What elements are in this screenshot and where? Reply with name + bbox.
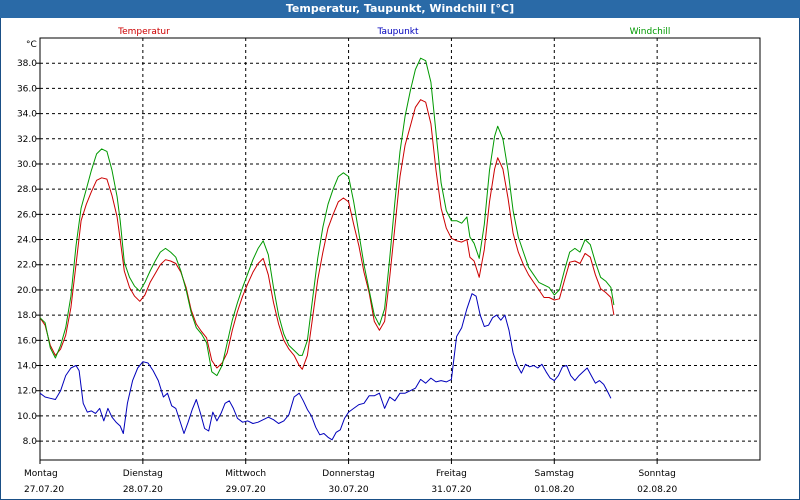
- legend-windchill: Windchill: [630, 27, 671, 37]
- x-tick-day: Freitag: [436, 469, 467, 479]
- x-tick-date: 29.07.20: [226, 485, 266, 495]
- x-tick-day: Donnerstag: [322, 469, 375, 479]
- y-tick-label: 16.0: [17, 336, 37, 346]
- legend-temperatur: Temperatur: [117, 27, 170, 37]
- y-tick-label: 14.0: [17, 362, 37, 372]
- series-line-temperatur: [39, 99, 615, 370]
- x-grid: [39, 38, 658, 464]
- y-tick-labels: 8.0 10.0 12.0 14.0 16.0 18.0 20.0 22.0 24.0 26.0 2…: [17, 59, 37, 447]
- y-tick-label: 18.0: [17, 311, 37, 321]
- x-tick-day: Mittwoch: [225, 469, 266, 479]
- series-line-taupunkt: [39, 293, 612, 441]
- y-tick-label: 30.0: [17, 160, 37, 170]
- y-axis-label: °C: [26, 40, 37, 50]
- x-tick-date: 27.07.20: [24, 485, 64, 495]
- y-tick-label: 34.0: [17, 110, 37, 120]
- y-tick-label: 22.0: [17, 261, 37, 271]
- y-tick-label: 10.0: [17, 412, 37, 422]
- x-tick-day: Sonntag: [638, 469, 675, 479]
- y-tick-label: 12.0: [17, 387, 37, 397]
- x-tick-day: Samstag: [535, 469, 574, 479]
- y-tick-label: 26.0: [17, 210, 37, 220]
- y-tick-label: 20.0: [17, 286, 37, 296]
- y-grid: [36, 62, 760, 442]
- y-tick-label: 28.0: [17, 185, 37, 195]
- y-tick-label: 36.0: [17, 84, 37, 94]
- x-tick-date: 31.07.20: [431, 485, 471, 495]
- series-lines: [39, 57, 615, 441]
- y-tick-label: 8.0: [23, 437, 38, 447]
- y-tick-label: 32.0: [17, 135, 37, 145]
- legend-taupunkt: Taupunkt: [376, 27, 419, 37]
- x-tick-day: Montag: [24, 469, 58, 479]
- x-tick-date: 30.07.20: [329, 485, 369, 495]
- plot-area: [39, 37, 761, 461]
- x-tick-date: 28.07.20: [123, 485, 163, 495]
- x-tick-date: 02.08.20: [637, 485, 677, 495]
- y-tick-label: 38.0: [17, 59, 37, 69]
- x-tick-labels: Montag 27.07.20 Dienstag 28.07.20 Mittwoch 29…: [24, 469, 677, 495]
- y-tick-label: 24.0: [17, 236, 37, 246]
- series-line-windchill: [39, 57, 615, 377]
- x-tick-date: 01.08.20: [534, 485, 574, 495]
- x-tick-day: Dienstag: [123, 469, 163, 479]
- chart-title: Temperatur, Taupunkt, Windchill [°C]: [0, 0, 800, 18]
